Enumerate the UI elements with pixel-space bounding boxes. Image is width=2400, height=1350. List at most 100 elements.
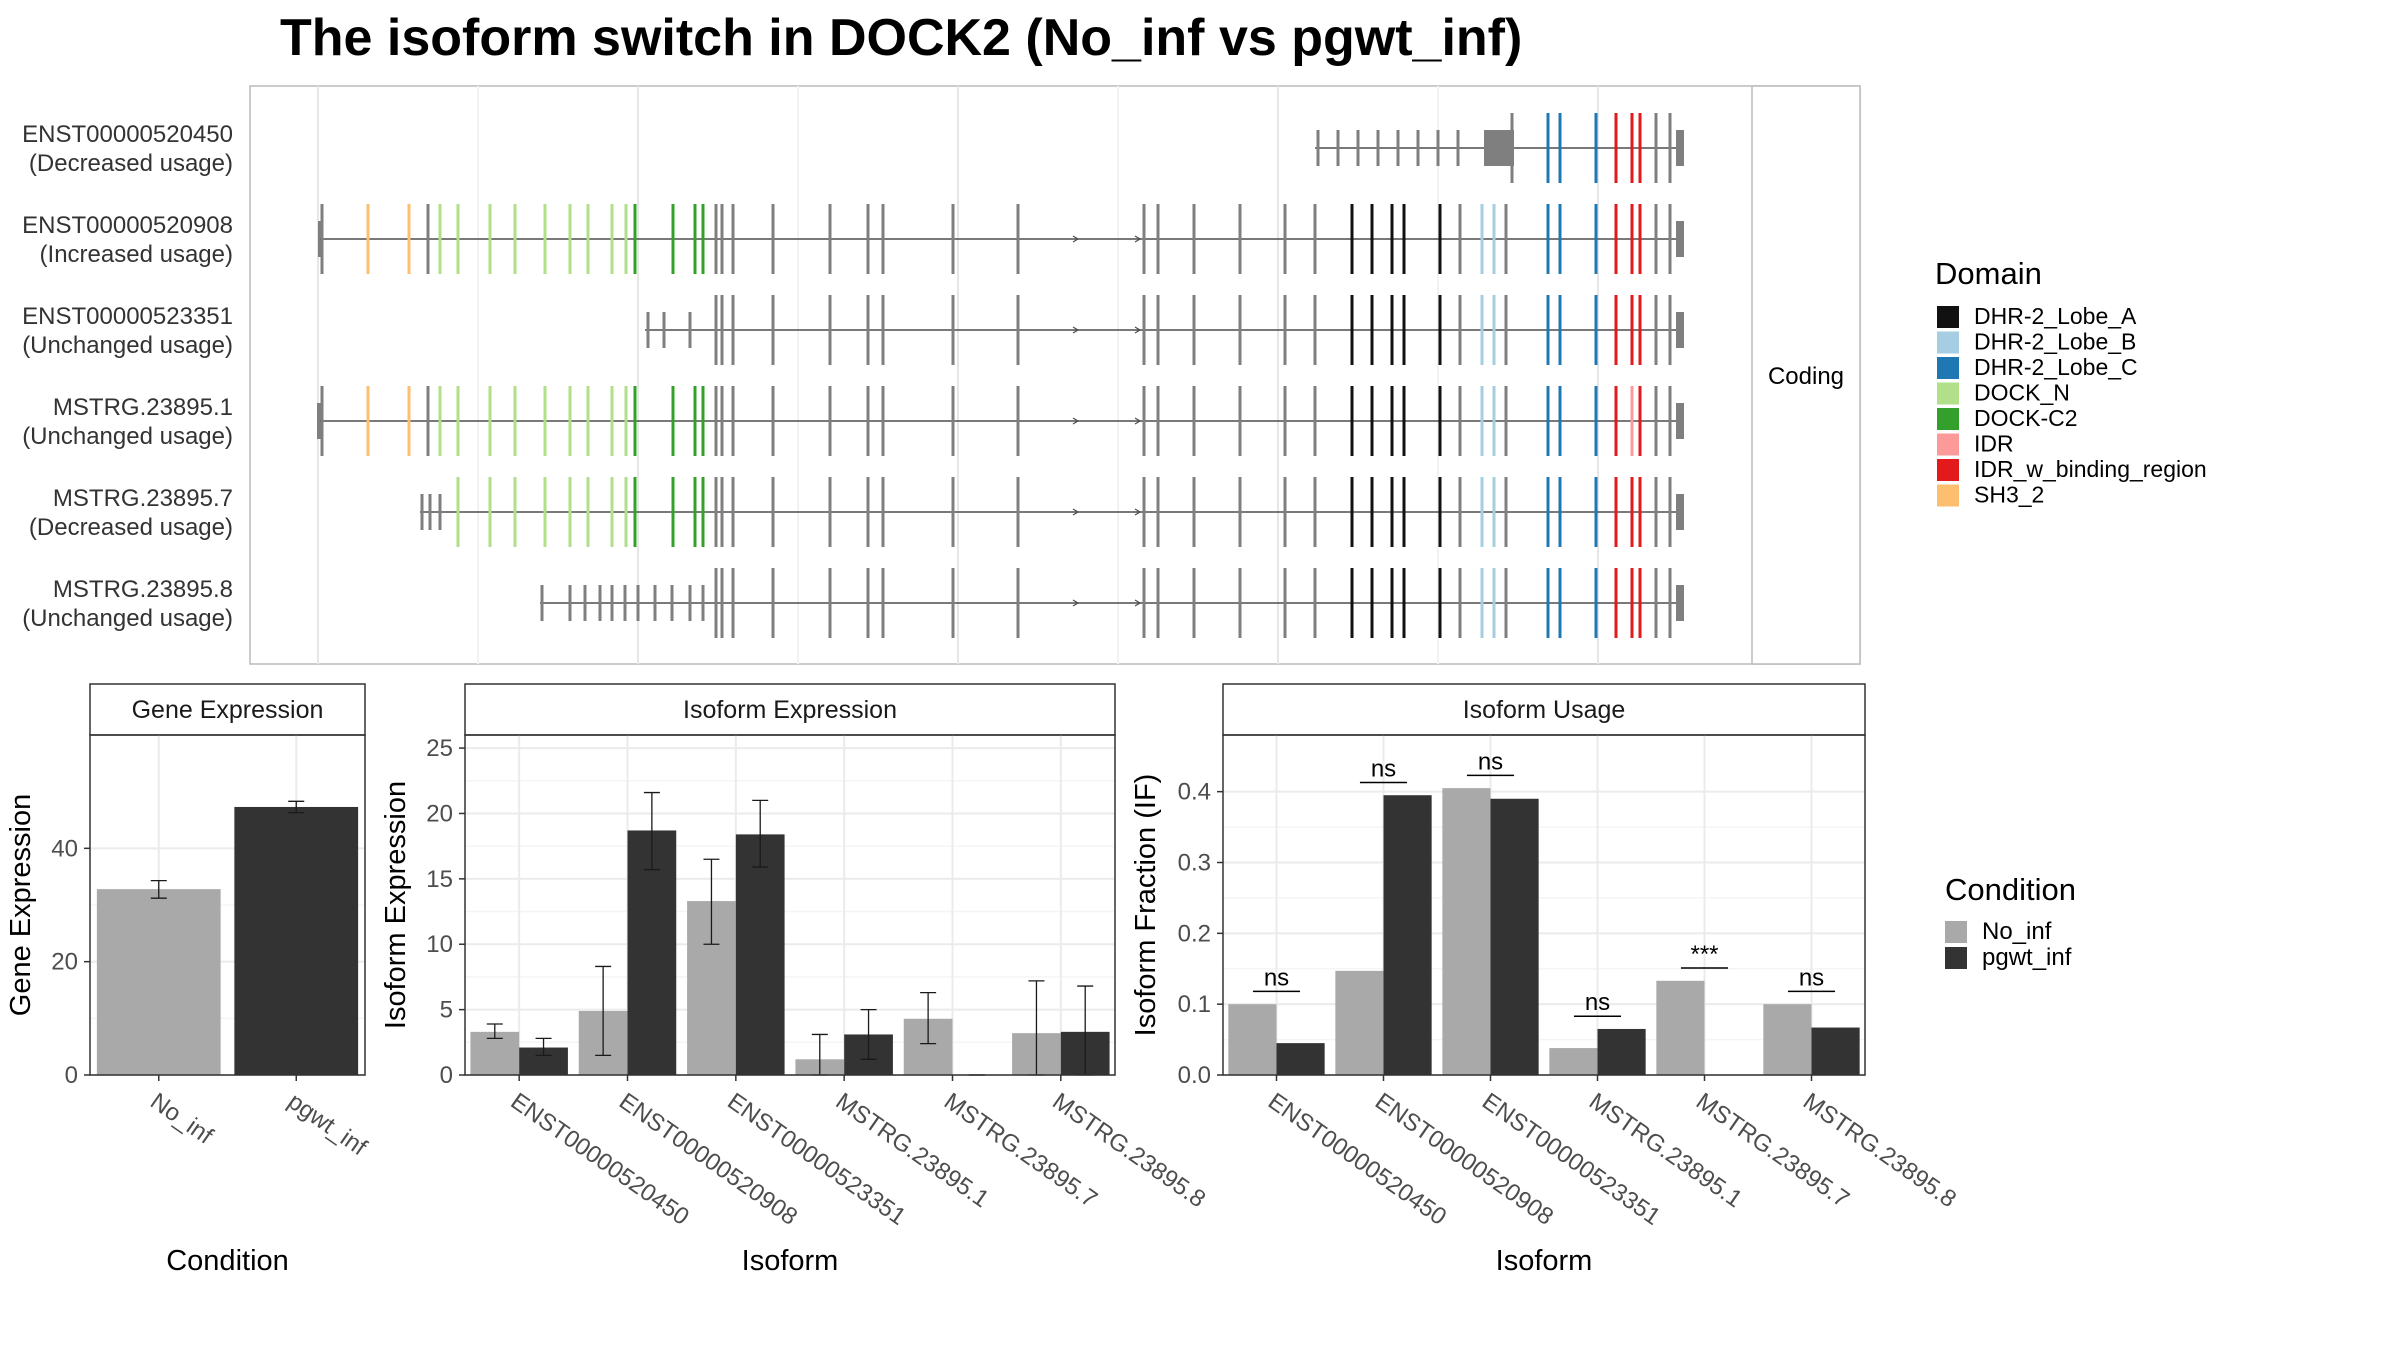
x-tick-label: ENST00000520450 bbox=[506, 1088, 694, 1231]
bar bbox=[1811, 1027, 1860, 1075]
domain-legend-key bbox=[1937, 306, 1959, 328]
exon-exon_default bbox=[1668, 204, 1672, 274]
exon-DOCK_N bbox=[488, 386, 492, 456]
panel-isoform-usage bbox=[1217, 683, 1866, 1081]
exon-exon_default bbox=[1654, 477, 1658, 547]
domain-legend-label: DOCK-C2 bbox=[1974, 405, 2078, 431]
exon-DHR-2_Lobe_B bbox=[1480, 386, 1484, 456]
exon-DHR-2_Lobe_A bbox=[1370, 568, 1374, 638]
exon-DHR-2_Lobe_A bbox=[1438, 568, 1442, 638]
exon-exon_default bbox=[881, 477, 885, 547]
exon-exon_default bbox=[1156, 477, 1160, 547]
y-axis-title: Isoform Fraction (IF) bbox=[1130, 774, 1162, 1037]
domain-legend-label: DHR-2_Lobe_A bbox=[1974, 303, 2137, 329]
exon-IDR_w_binding_region bbox=[1638, 477, 1642, 547]
exon-exon_default bbox=[951, 568, 955, 638]
exon-DHR-2_Lobe_A bbox=[1370, 386, 1374, 456]
exon-DOCK_N bbox=[543, 386, 547, 456]
exon-DOCK-C2 bbox=[633, 386, 637, 456]
exon-noncoding bbox=[1336, 130, 1340, 166]
exon-IDR_w_binding_region bbox=[1638, 113, 1642, 183]
exon-DHR-2_Lobe_C bbox=[1546, 568, 1550, 638]
bar bbox=[1597, 1028, 1646, 1075]
exon-exon_default bbox=[731, 386, 735, 456]
exon-noncoding bbox=[583, 585, 587, 621]
exon-exon_default bbox=[866, 295, 870, 365]
exon-terminal bbox=[1676, 585, 1684, 621]
exon-DOCK_N bbox=[456, 477, 460, 547]
exon-exon_default bbox=[1458, 295, 1462, 365]
bar bbox=[1276, 1043, 1325, 1075]
exon-DHR-2_Lobe_B bbox=[1492, 204, 1496, 274]
exon-noncoding bbox=[1316, 130, 1320, 166]
structure-panel-frame bbox=[249, 85, 1861, 665]
exon-DHR-2_Lobe_C bbox=[1594, 113, 1598, 183]
exon-exon_default bbox=[1504, 477, 1508, 547]
isoform-label-status: (Unchanged usage) bbox=[22, 423, 233, 450]
exon-DHR-2_Lobe_B bbox=[1480, 568, 1484, 638]
isoform-label-status: (Unchanged usage) bbox=[22, 332, 233, 359]
exon-IDR_w_binding_region bbox=[1638, 204, 1642, 274]
exon-exon_default bbox=[881, 204, 885, 274]
y-tick-label: 0 bbox=[440, 1062, 453, 1089]
exon-exon_default bbox=[1458, 477, 1462, 547]
exon-DHR-2_Lobe_A bbox=[1370, 204, 1374, 274]
y-tick-label: 40 bbox=[51, 835, 78, 862]
exon-exon_default bbox=[1192, 204, 1196, 274]
exon-IDR_w_binding_region bbox=[1638, 386, 1642, 456]
exon-noncoding bbox=[1376, 130, 1380, 166]
exon-IDR_w_binding_region bbox=[1630, 568, 1634, 638]
panel-strip-title: Isoform Usage bbox=[1463, 696, 1626, 724]
exon-terminal bbox=[1676, 403, 1684, 439]
exon-exon_default bbox=[951, 295, 955, 365]
exon-IDR_w_binding_region bbox=[1630, 113, 1634, 183]
exon-DOCK-C2 bbox=[693, 477, 697, 547]
exon-terminal bbox=[1676, 130, 1684, 166]
exon-exon_default bbox=[1016, 204, 1020, 274]
exon-exon_default bbox=[1668, 295, 1672, 365]
figure-title: The isoform switch in DOCK2 (No_inf vs p… bbox=[280, 9, 1523, 67]
exon-IDR_w_binding_region bbox=[1630, 477, 1634, 547]
exon-DHR-2_Lobe_A bbox=[1402, 295, 1406, 365]
exon-exon_default bbox=[771, 295, 775, 365]
exon-DOCK_N bbox=[610, 477, 614, 547]
exon-exon_default bbox=[1458, 204, 1462, 274]
exon-exon_default bbox=[1668, 113, 1672, 183]
exon-IDR_w_binding_region bbox=[1614, 204, 1618, 274]
panel-strip-title: Isoform Expression bbox=[683, 696, 897, 724]
bar bbox=[1335, 970, 1384, 1075]
exon-DHR-2_Lobe_C bbox=[1546, 113, 1550, 183]
strand-arrow bbox=[1072, 508, 1080, 516]
exon-DOCK-C2 bbox=[633, 477, 637, 547]
exon-exon_default bbox=[731, 295, 735, 365]
y-axis-title: Isoform Expression bbox=[380, 781, 412, 1029]
y-tick-label: 0.2 bbox=[1178, 920, 1211, 947]
exon-exon_default bbox=[1510, 113, 1514, 183]
exon-IDR_w_binding_region bbox=[1614, 386, 1618, 456]
exon-noncoding bbox=[438, 494, 442, 530]
bar bbox=[1442, 788, 1491, 1075]
exon-noncoding bbox=[688, 585, 692, 621]
exon-DOCK-C2 bbox=[693, 386, 697, 456]
exon-DOCK_N bbox=[456, 386, 460, 456]
exon-exon_default bbox=[1016, 568, 1020, 638]
exon-exon_default bbox=[1283, 204, 1287, 274]
exon-DHR-2_Lobe_C bbox=[1546, 204, 1550, 274]
x-axis-title: Isoform bbox=[742, 1245, 839, 1277]
isoform-label-status: (Decreased usage) bbox=[29, 514, 233, 541]
exon-exon_default bbox=[1016, 386, 1020, 456]
exon-exon_default bbox=[320, 204, 324, 274]
exon-DHR-2_Lobe_A bbox=[1438, 295, 1442, 365]
exon-noncoding bbox=[1456, 130, 1460, 166]
domain-legend-title: Domain bbox=[1935, 256, 2042, 291]
exon-noncoding bbox=[1356, 130, 1360, 166]
exon-noncoding bbox=[610, 585, 614, 621]
y-tick-label: 0.0 bbox=[1178, 1062, 1211, 1089]
exon-exon_default bbox=[1142, 204, 1146, 274]
bar bbox=[1656, 980, 1705, 1075]
exon-DHR-2_Lobe_A bbox=[1390, 204, 1394, 274]
domain-legend-label: IDR_w_binding_region bbox=[1974, 456, 2207, 482]
domain-legend-key bbox=[1937, 433, 1959, 456]
exon-exon_default bbox=[1192, 477, 1196, 547]
exon-DHR-2_Lobe_C bbox=[1594, 568, 1598, 638]
